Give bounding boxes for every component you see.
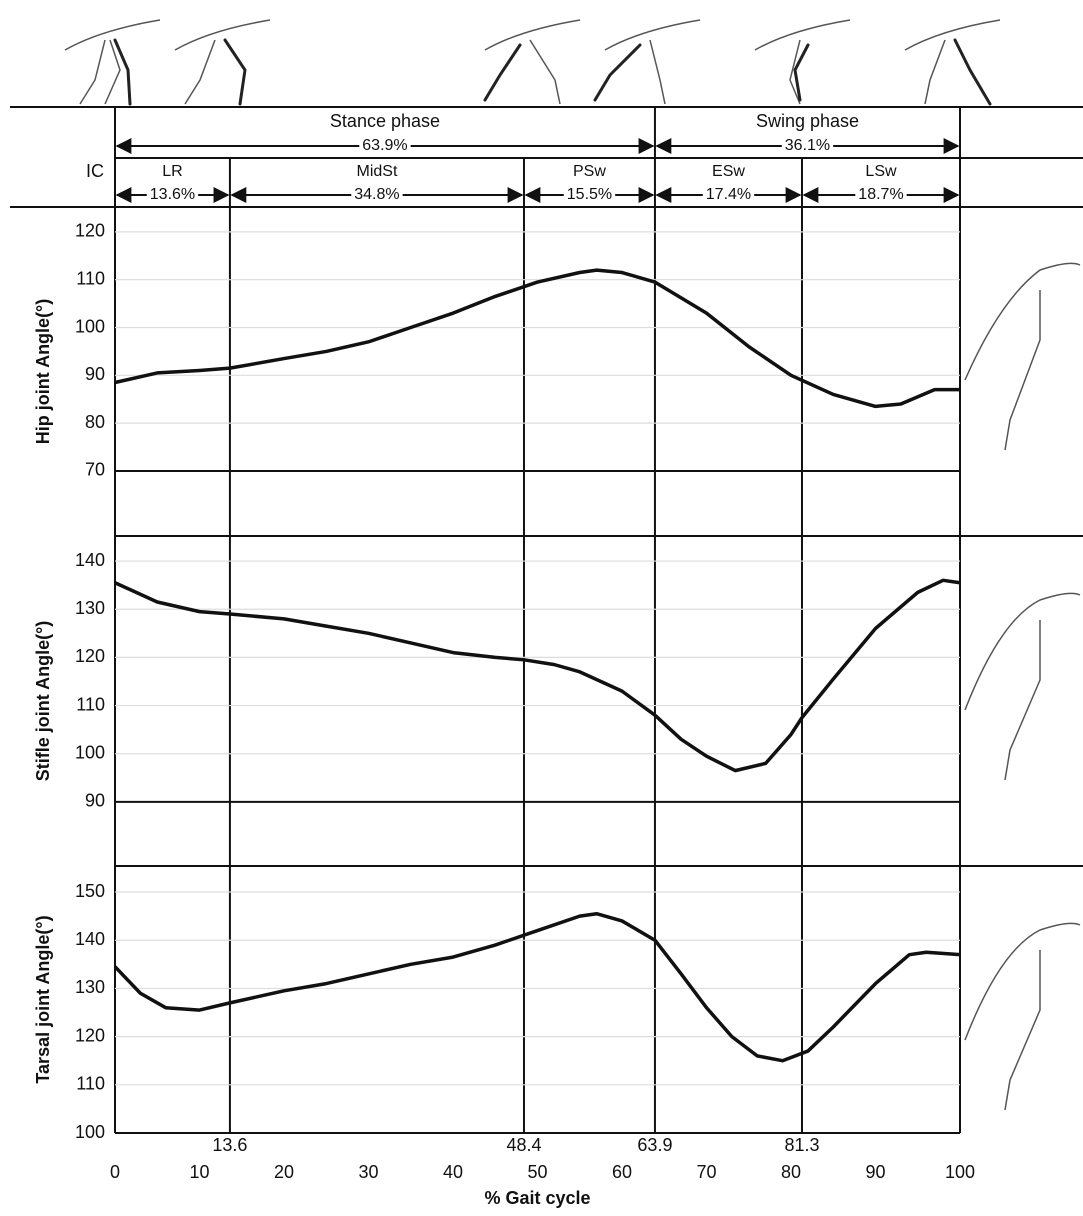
phase-tick-label: 63.9 xyxy=(637,1135,672,1155)
y-tick-label: 130 xyxy=(75,977,105,997)
y-tick-label: 110 xyxy=(76,1074,105,1094)
data-line xyxy=(114,268,960,409)
y-tick-label: 90 xyxy=(85,364,105,384)
y-tick-label: 100 xyxy=(75,743,105,763)
y-tick-label: 80 xyxy=(85,412,105,432)
y-axis-title: Tarsal joint Angle(°) xyxy=(33,915,53,1083)
y-tick-label: 140 xyxy=(75,929,105,949)
x-tick-label: 60 xyxy=(612,1162,632,1182)
y-tick-label: 90 xyxy=(85,791,105,811)
phase-name: Swing phase xyxy=(756,111,859,131)
phase-tick-label: 81.3 xyxy=(784,1135,819,1155)
skeleton-illustrations xyxy=(64,19,1081,1111)
x-tick-label: 80 xyxy=(781,1162,801,1182)
y-tick-label: 130 xyxy=(75,598,105,618)
y-tick-label: 140 xyxy=(75,550,105,570)
y-axis-title: Hip joint Angle(°) xyxy=(33,299,53,445)
x-tick-label: 70 xyxy=(696,1162,716,1182)
x-tick-label: 100 xyxy=(945,1162,975,1182)
phase-tick-label: 13.6 xyxy=(212,1135,247,1155)
x-tick-label: 40 xyxy=(443,1162,463,1182)
data-line xyxy=(114,578,961,773)
subphase-share: 13.6% xyxy=(150,186,195,203)
x-tick-label: 0 xyxy=(110,1162,120,1182)
subphase-share: 17.4% xyxy=(706,186,751,203)
subphase-share: 18.7% xyxy=(858,186,903,203)
data-line xyxy=(113,911,961,1063)
x-tick-label: 50 xyxy=(527,1162,547,1182)
x-tick-label: 30 xyxy=(358,1162,378,1182)
phase-share: 36.1% xyxy=(785,137,830,154)
x-axis-title: % Gait cycle xyxy=(484,1188,590,1208)
subphase-name: LR xyxy=(162,163,182,180)
y-tick-label: 150 xyxy=(75,881,105,901)
y-tick-label: 120 xyxy=(75,221,105,241)
subphase-share: 34.8% xyxy=(354,186,399,203)
x-tick-label: 20 xyxy=(274,1162,294,1182)
phase-share: 63.9% xyxy=(362,137,407,154)
y-axis-title: Stifle joint Angle(°) xyxy=(33,621,53,782)
x-tick-label: 10 xyxy=(189,1162,209,1182)
subphase-name: LSw xyxy=(865,163,897,180)
initial-contact-label: IC xyxy=(86,161,104,181)
subphase-name: MidSt xyxy=(356,163,397,180)
y-tick-label: 110 xyxy=(76,694,105,714)
phase-tick-label: 48.4 xyxy=(506,1135,541,1155)
subphase-name: PSw xyxy=(573,163,606,180)
y-tick-label: 110 xyxy=(76,268,105,288)
y-tick-label: 120 xyxy=(75,1025,105,1045)
y-tick-label: 120 xyxy=(75,646,105,666)
y-tick-label: 70 xyxy=(85,460,105,480)
x-tick-label: 90 xyxy=(865,1162,885,1182)
subphase-name: ESw xyxy=(712,163,745,180)
subphase-share: 15.5% xyxy=(567,186,612,203)
phase-name: Stance phase xyxy=(330,111,440,131)
y-tick-label: 100 xyxy=(75,316,105,336)
y-tick-label: 100 xyxy=(75,1122,105,1142)
